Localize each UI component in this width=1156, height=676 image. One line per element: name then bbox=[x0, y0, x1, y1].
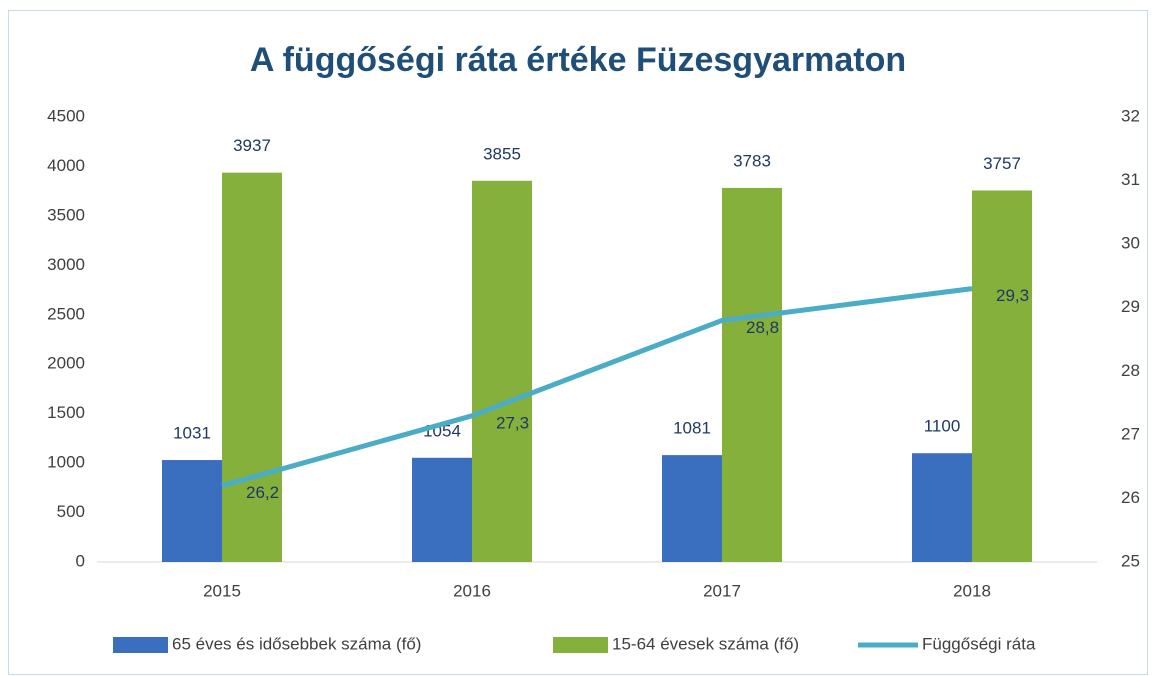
y2-tick-label: 29 bbox=[1121, 297, 1140, 316]
line bbox=[221, 286, 973, 489]
x-tick-label: 2016 bbox=[453, 581, 491, 600]
y-tick-label: 1000 bbox=[47, 453, 85, 472]
line-value-label: 28,8 bbox=[746, 318, 779, 337]
y2-tick-label: 25 bbox=[1121, 551, 1140, 570]
bar-value-label: 3855 bbox=[483, 144, 521, 163]
bar bbox=[412, 457, 472, 562]
bar-value-label: 3783 bbox=[733, 151, 771, 170]
y-tick-label: 2000 bbox=[47, 354, 85, 373]
x-tick-label: 2017 bbox=[703, 581, 741, 600]
y2-tick-label: 28 bbox=[1121, 361, 1140, 380]
bar-value-label: 3937 bbox=[233, 136, 271, 155]
bar bbox=[972, 190, 1032, 563]
bar bbox=[722, 187, 782, 563]
y-tick-label: 0 bbox=[76, 551, 85, 570]
x-tick-label: 2015 bbox=[203, 581, 241, 600]
legend-swatch bbox=[553, 637, 608, 653]
y-tick-label: 1500 bbox=[47, 403, 85, 422]
y2-tick-label: 31 bbox=[1121, 170, 1140, 189]
legend-label: 65 éves és idősebbek száma (fő) bbox=[172, 634, 421, 653]
bar bbox=[222, 172, 282, 562]
bar-value-label: 1031 bbox=[173, 424, 211, 443]
bar bbox=[912, 453, 972, 562]
line-value-label: 29,3 bbox=[996, 286, 1029, 305]
bar-value-label: 1100 bbox=[924, 417, 961, 436]
legend-label: 15-64 évesek száma (fő) bbox=[612, 634, 799, 653]
y-tick-label: 500 bbox=[57, 502, 85, 521]
x-tick-label: 2018 bbox=[953, 581, 991, 600]
y-tick-label: 4000 bbox=[47, 156, 85, 175]
bar-value-label: 3757 bbox=[983, 154, 1021, 173]
line-value-label: 27,3 bbox=[496, 413, 529, 432]
bar bbox=[162, 460, 222, 562]
y-tick-label: 3500 bbox=[47, 205, 85, 224]
bar bbox=[662, 455, 722, 562]
y2-tick-label: 32 bbox=[1121, 106, 1140, 125]
y-tick-label: 3000 bbox=[47, 255, 85, 274]
chart-title: A függőségi ráta értéke Füzesgyarmaton bbox=[250, 41, 906, 79]
y-tick-label: 2500 bbox=[47, 304, 85, 323]
y2-tick-label: 26 bbox=[1121, 488, 1140, 507]
line-value-label: 26,2 bbox=[246, 483, 279, 502]
y-tick-label: 4500 bbox=[47, 106, 85, 125]
y2-tick-label: 30 bbox=[1121, 234, 1140, 253]
bar-value-label: 1081 bbox=[673, 419, 711, 438]
legend-label: Függőségi ráta bbox=[922, 634, 1036, 653]
bar bbox=[472, 180, 532, 563]
legend-swatch bbox=[113, 637, 168, 653]
chart-frame bbox=[8, 10, 1148, 675]
y2-tick-label: 27 bbox=[1121, 424, 1140, 443]
